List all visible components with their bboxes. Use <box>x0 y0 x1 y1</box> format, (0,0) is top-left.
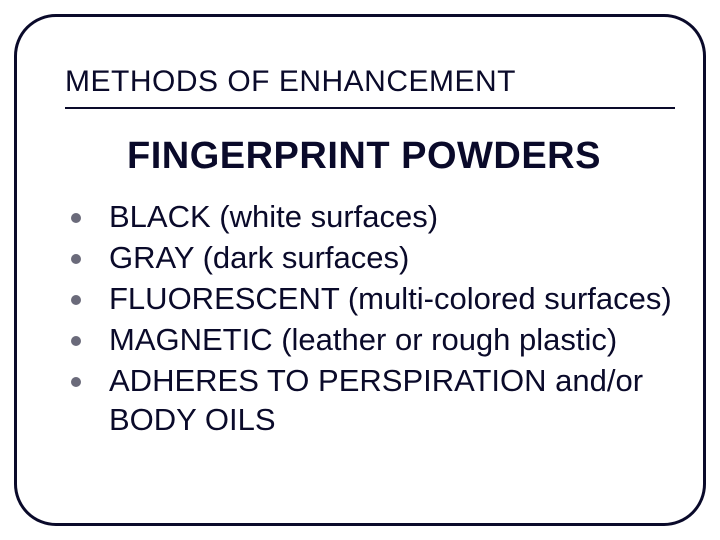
slide-header: METHODS OF ENHANCEMENT <box>65 65 689 109</box>
bullet-text: BLACK (white surfaces) <box>109 197 438 236</box>
slide-subtitle: FINGERPRINT POWDERS <box>127 135 601 178</box>
header-title: METHODS OF ENHANCEMENT <box>65 65 689 105</box>
bullet-icon <box>71 295 81 305</box>
list-item: MAGNETIC (leather or rough plastic) <box>71 320 691 359</box>
bullet-icon <box>71 254 81 264</box>
header-rule <box>65 107 675 109</box>
slide-frame: METHODS OF ENHANCEMENT FINGERPRINT POWDE… <box>14 14 706 526</box>
bullet-list: BLACK (white surfaces) GRAY (dark surfac… <box>71 197 691 441</box>
list-item: ADHERES TO PERSPIRATION and/or BODY OILS <box>71 361 691 439</box>
list-item: GRAY (dark surfaces) <box>71 238 691 277</box>
bullet-icon <box>71 213 81 223</box>
bullet-icon <box>71 336 81 346</box>
bullet-text: FLUORESCENT (multi-colored surfaces) <box>109 279 672 318</box>
list-item: BLACK (white surfaces) <box>71 197 691 236</box>
bullet-text: ADHERES TO PERSPIRATION and/or BODY OILS <box>109 361 691 439</box>
bullet-text: GRAY (dark surfaces) <box>109 238 409 277</box>
bullet-text: MAGNETIC (leather or rough plastic) <box>109 320 617 359</box>
bullet-icon <box>71 377 81 387</box>
list-item: FLUORESCENT (multi-colored surfaces) <box>71 279 691 318</box>
